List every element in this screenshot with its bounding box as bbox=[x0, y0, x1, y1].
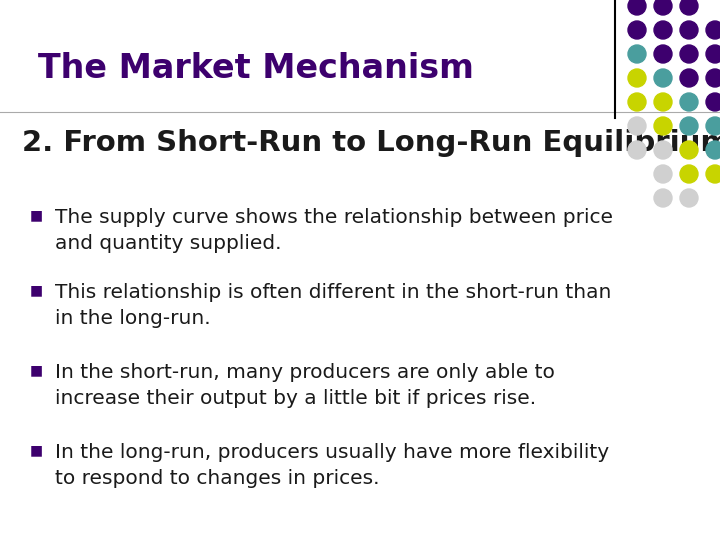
Circle shape bbox=[680, 141, 698, 159]
Circle shape bbox=[654, 0, 672, 15]
Text: ■: ■ bbox=[30, 443, 43, 457]
Circle shape bbox=[654, 69, 672, 87]
Text: 2. From Short-Run to Long-Run Equilibrium: 2. From Short-Run to Long-Run Equilibriu… bbox=[22, 129, 720, 157]
Circle shape bbox=[706, 69, 720, 87]
Circle shape bbox=[654, 45, 672, 63]
Circle shape bbox=[706, 93, 720, 111]
Circle shape bbox=[654, 21, 672, 39]
Circle shape bbox=[680, 0, 698, 15]
Circle shape bbox=[654, 141, 672, 159]
Text: The Market Mechanism: The Market Mechanism bbox=[38, 51, 474, 84]
Circle shape bbox=[680, 69, 698, 87]
Circle shape bbox=[680, 189, 698, 207]
Circle shape bbox=[628, 21, 646, 39]
Circle shape bbox=[706, 21, 720, 39]
Text: This relationship is often different in the short-run than
in the long-run.: This relationship is often different in … bbox=[55, 283, 611, 328]
Circle shape bbox=[628, 45, 646, 63]
Circle shape bbox=[706, 117, 720, 135]
Text: ■: ■ bbox=[30, 283, 43, 297]
Circle shape bbox=[654, 189, 672, 207]
Circle shape bbox=[628, 141, 646, 159]
Text: ■: ■ bbox=[30, 363, 43, 377]
Circle shape bbox=[654, 165, 672, 183]
Circle shape bbox=[680, 165, 698, 183]
Circle shape bbox=[628, 0, 646, 15]
Circle shape bbox=[628, 69, 646, 87]
Text: In the long-run, producers usually have more flexibility
to respond to changes i: In the long-run, producers usually have … bbox=[55, 443, 609, 488]
Text: ■: ■ bbox=[30, 208, 43, 222]
Text: The supply curve shows the relationship between price
and quantity supplied.: The supply curve shows the relationship … bbox=[55, 208, 613, 253]
Circle shape bbox=[654, 93, 672, 111]
Circle shape bbox=[680, 93, 698, 111]
Circle shape bbox=[706, 141, 720, 159]
Circle shape bbox=[706, 165, 720, 183]
Circle shape bbox=[706, 45, 720, 63]
Circle shape bbox=[628, 93, 646, 111]
Circle shape bbox=[680, 21, 698, 39]
Circle shape bbox=[654, 117, 672, 135]
Circle shape bbox=[680, 45, 698, 63]
Circle shape bbox=[628, 117, 646, 135]
Text: In the short-run, many producers are only able to
increase their output by a lit: In the short-run, many producers are onl… bbox=[55, 363, 555, 408]
Circle shape bbox=[680, 117, 698, 135]
